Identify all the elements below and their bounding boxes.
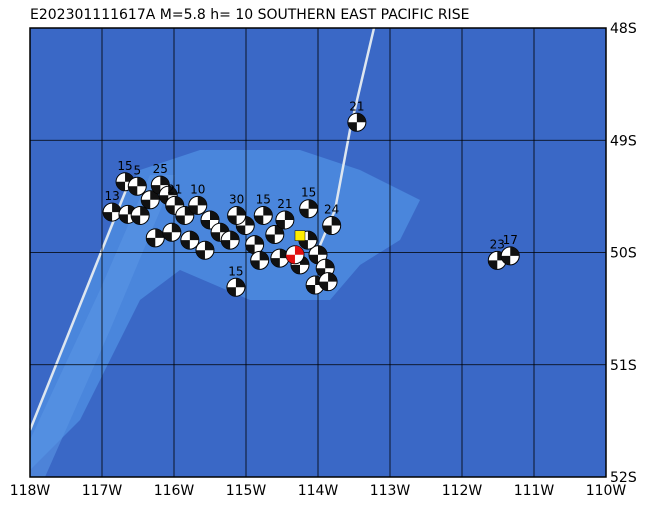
beachball-quadrant <box>275 210 294 229</box>
depth-label: 21 <box>167 182 182 196</box>
focal-mechanism <box>226 277 246 297</box>
focal-mechanism <box>130 205 150 225</box>
depth-label: 10 <box>190 182 205 196</box>
focal-mechanism <box>250 250 270 270</box>
beachball-quadrant <box>180 231 199 250</box>
depth-label: 24 <box>324 203 339 217</box>
focal-mechanism <box>145 228 165 248</box>
beachball-quadrant <box>103 203 122 222</box>
depth-label: 13 <box>104 189 119 203</box>
beachball-quadrant <box>309 245 327 264</box>
beachball-quadrant <box>141 190 160 209</box>
beachball-quadrant <box>128 177 147 196</box>
depth-label: 15 <box>117 159 132 173</box>
focal-mechanism <box>347 112 367 132</box>
beachball-quadrant <box>285 245 304 264</box>
focal-mechanism <box>500 246 520 266</box>
beachball-quadrant <box>118 205 137 224</box>
map-frame <box>29 27 607 478</box>
depth-label: 15 <box>301 186 316 200</box>
beachball-quadrant <box>162 223 181 242</box>
lon-label: 118W <box>10 483 51 499</box>
lon-label: 115W <box>226 483 267 499</box>
beachball-quadrant <box>322 216 341 235</box>
fracture-zone <box>30 175 175 477</box>
beachball-quadrant <box>201 210 219 229</box>
lon-label: 111W <box>514 483 555 499</box>
lat-label: 52S <box>610 470 637 486</box>
focal-mechanism <box>195 240 215 260</box>
focal-mechanism <box>188 195 208 215</box>
lon-label: 114W <box>298 483 339 499</box>
beachball-quadrant <box>116 172 135 191</box>
beachball-quadrant <box>245 235 264 254</box>
lon-label: 116W <box>154 483 195 499</box>
beachball-quadrant <box>226 278 245 297</box>
focal-mechanism <box>162 222 182 242</box>
focal-mechanism <box>220 230 240 250</box>
focal-mechanism <box>200 210 220 230</box>
focal-mechanism <box>318 272 338 292</box>
focal-mechanism <box>245 235 265 255</box>
depth-label: 5 <box>133 163 141 177</box>
beachball-quadrant <box>227 206 246 225</box>
map-title: E202301111617A M=5.8 h= 10 SOUTHERN EAST… <box>30 7 469 23</box>
beachball-quadrant <box>131 206 150 225</box>
beachball-quadrant <box>347 113 366 132</box>
beachball-quadrant <box>270 249 289 268</box>
depth-label: 21 <box>277 197 292 211</box>
depth-label: 15 <box>256 192 271 206</box>
focal-mechanism <box>253 205 273 225</box>
lat-label: 50S <box>610 246 637 262</box>
lat-label: 49S <box>610 133 637 149</box>
beachball-quadrant <box>254 206 273 225</box>
focal-mechanism <box>285 245 305 265</box>
focal-mechanism <box>322 216 342 236</box>
beachball-quadrant <box>236 216 255 235</box>
beachball-quadrant <box>188 196 207 215</box>
focal-mechanism <box>140 190 160 210</box>
beachball-quadrant <box>319 272 338 291</box>
beachball-quadrant <box>221 231 240 250</box>
depth-label: 21 <box>349 99 364 113</box>
depth-label: 23 <box>490 237 505 251</box>
beachball-quadrant <box>250 251 269 270</box>
focal-mechanism <box>210 222 230 242</box>
beachball-quadrant <box>175 206 194 225</box>
depth-label: 25 <box>153 162 168 176</box>
epicenter <box>294 230 306 241</box>
beachball-quadrant <box>151 176 170 195</box>
focal-mechanism <box>102 202 122 222</box>
beachball-quadrant <box>291 255 309 274</box>
beachball-quadrant <box>299 199 318 218</box>
focal-mechanism <box>227 205 247 225</box>
focal-mechanism <box>175 205 195 225</box>
beachball-quadrant <box>165 196 184 215</box>
beachball-quadrant <box>265 225 284 244</box>
lon-label: 110W <box>586 483 627 499</box>
focal-mechanism <box>299 199 319 219</box>
focal-mechanism <box>180 230 200 250</box>
lon-label: 117W <box>82 483 123 499</box>
lat-label: 48S <box>610 21 637 37</box>
beachball-quadrant <box>211 223 230 242</box>
focal-mechanism <box>275 210 295 230</box>
depth-label: 17 <box>503 233 518 247</box>
lon-label: 113W <box>370 483 411 499</box>
beachball-quadrant <box>159 186 178 205</box>
beachball-quadrant <box>146 228 165 247</box>
focal-mechanism <box>265 225 285 245</box>
depth-label: 30 <box>229 192 244 206</box>
beachball-quadrant <box>298 231 317 250</box>
focal-mechanism <box>127 176 147 196</box>
beachball-quadrant <box>316 259 335 278</box>
lon-label: 112W <box>442 483 483 499</box>
lat-label: 51S <box>610 358 637 374</box>
beachball-quadrant <box>501 246 520 265</box>
depth-label: 15 <box>228 264 243 278</box>
beachball-quadrant <box>195 241 214 260</box>
